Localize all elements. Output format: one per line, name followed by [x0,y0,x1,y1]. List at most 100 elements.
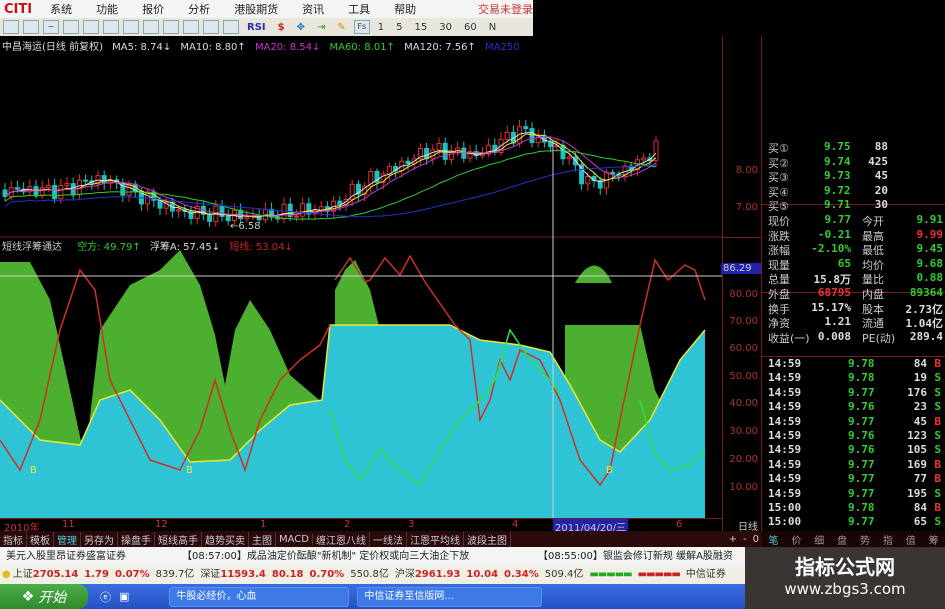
login-status[interactable]: 交易未登录 [478,3,533,16]
stat-label: 净资 [768,317,790,331]
rsi-button[interactable]: RSI [247,21,266,33]
menu-quote[interactable]: 报价 [142,3,165,16]
tab-item[interactable]: 另存为 [81,531,118,547]
menu-analysis[interactable]: 分析 [188,3,211,16]
indicator-tick: 40.00 [729,398,758,409]
tab-item[interactable]: 指标 [0,531,27,547]
tick-row: 14:59 9.78 84 B [766,357,943,371]
news-item[interactable]: 【08:57:00】成品油定价酝酿"新机制" 定价权或向三大油企下放 [182,551,470,562]
zoom-control[interactable]: 0 [752,533,759,545]
indicator-icon[interactable] [223,20,239,34]
tab-item[interactable]: 主图 [249,531,276,547]
period-30[interactable]: 30 [439,21,452,33]
candle-icon[interactable] [63,20,79,34]
tab-item[interactable]: 短线高手 [155,531,202,547]
toolbar: ~ RSI $ ✥ ⇥ ✎ Fs 1 5 15 30 60 N [0,18,533,36]
period-n[interactable]: N [488,21,497,33]
quote-tab[interactable]: 势 [859,535,870,547]
dollar-icon[interactable]: $ [277,21,285,33]
tick-price: 9.76 [848,429,875,442]
index-change: 10.04 [466,569,499,580]
stat-value: 15.8万 [813,273,852,287]
index-name[interactable]: 沪深 [394,569,415,580]
quote-tab[interactable]: 值 [905,535,916,547]
toolbar-icon-8[interactable] [143,20,159,34]
tick-row: 14:59 9.76 23 S [766,400,943,414]
candle-body [306,203,312,215]
period-5[interactable]: 5 [396,21,403,33]
tab-item[interactable]: 缠江恩八线 [313,531,370,547]
fs-button[interactable]: Fs [353,20,370,34]
news-item[interactable]: 美元入股里昂证券盛富证券 [6,551,126,562]
tab-item[interactable]: 操盘手 [118,531,155,547]
chart-area[interactable]: B B B ←6.58 [0,50,722,518]
tab-item[interactable]: 趋势买卖 [202,531,249,547]
ma-line [4,149,657,220]
toolbar-icon-7[interactable] [123,20,139,34]
exit-icon[interactable]: ⇥ [316,21,326,33]
quote-tab[interactable]: 筹 [928,535,939,547]
quote-panel: 买① 9.75 88 买② 9.74 425 买③ 9.73 45 买④ 9.72 20 买⑤ 9.71 3… [762,36,945,531]
menu-system[interactable]: 系统 [50,3,73,16]
tick-row: 14:59 9.77 169 B [766,458,943,472]
ie-icon[interactable]: ⓔ [100,590,111,604]
bid-row: 买③ 9.73 45 [766,169,943,185]
bid-volume: 30 [874,198,888,212]
toolbar-icon-9[interactable] [163,20,179,34]
desktop-icon[interactable]: ▣ [119,590,130,603]
tick-price: 9.77 [848,472,875,486]
stat-value: -0.21 [817,227,851,241]
ma-line [4,164,657,218]
zoom-control[interactable]: + [728,533,738,545]
period-60[interactable]: 60 [463,21,477,33]
tab-item[interactable]: 管理 [54,531,81,547]
stat-value: -2.10% [811,242,851,256]
index-name[interactable]: 深证 [200,569,221,580]
tab-item[interactable]: MACD [276,533,313,545]
tab-item[interactable]: 江恩平均线 [407,531,464,547]
candle-body [188,210,194,219]
menu-function[interactable]: 功能 [96,3,119,16]
start-button[interactable]: ❖ 开始 [0,584,88,609]
line-chart-icon[interactable]: ~ [43,20,59,34]
toolbar-icon-10[interactable] [183,20,199,34]
move-icon[interactable]: ✥ [296,21,305,33]
menu-help[interactable]: 帮助 [394,3,417,16]
tab-item[interactable]: 一线法 [370,531,407,547]
quote-tab[interactable]: 价 [791,535,802,547]
tick-volume: 195 [907,486,927,500]
month-label: 3 [408,519,415,530]
taskbar-item[interactable]: 牛股必经价，心血 [169,586,350,607]
quote-tab[interactable]: 盘 [837,535,848,547]
stat-row: 净资 1.21 流通 1.04亿 [766,315,943,331]
tab-item[interactable]: 模板 [27,531,54,547]
buy-marker: B [30,465,37,476]
quote-tab[interactable]: 细 [814,535,825,547]
toolbar-icon-6[interactable] [103,20,119,34]
index-name[interactable]: 上证 [12,569,33,580]
zoom-icon[interactable] [203,20,219,34]
news-item[interactable]: 【08:55:00】银监会修订新规 缓解A股融资 [538,551,733,562]
period-15[interactable]: 15 [414,21,428,33]
quote-tab[interactable]: 指 [882,535,893,547]
candle-body [176,209,182,212]
menu-tools[interactable]: 工具 [348,3,371,16]
menu-hk-futures[interactable]: 港股期货 [234,3,279,16]
toolbar-icon-2[interactable] [23,20,39,34]
bid-label: 买③ [768,171,789,185]
toolbar-icon-1[interactable] [3,20,19,34]
green-hump [575,265,612,283]
taskbar-item[interactable]: 中信证券至信版网... [357,586,543,607]
month-label: 11 [62,519,75,530]
zoom-control[interactable]: - [743,533,747,545]
toolbar-icon-5[interactable] [83,20,99,34]
period-1[interactable]: 1 [377,21,385,33]
stat-label: 内盘 [862,288,884,301]
pencil-icon[interactable]: ✎ [337,21,346,33]
stat-value: 289.4 [909,329,943,343]
menu-news[interactable]: 资讯 [302,3,325,16]
tab-item[interactable]: 波段主图 [464,531,511,547]
quote-tab[interactable]: 笔 [768,535,779,547]
candle-body [349,183,355,200]
stat-value: 15.17% [811,300,851,314]
